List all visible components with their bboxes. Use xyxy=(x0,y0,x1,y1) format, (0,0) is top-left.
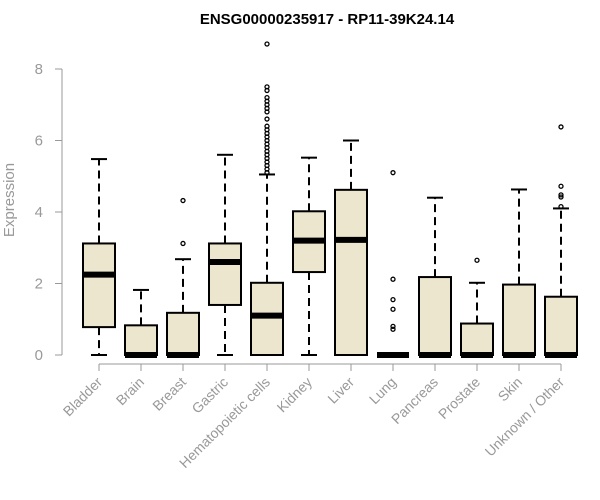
x-tick-label: Lung xyxy=(366,374,399,407)
outlier-point xyxy=(264,116,270,122)
box-group xyxy=(208,153,242,356)
box-iqr xyxy=(334,188,368,356)
box-iqr xyxy=(208,242,242,306)
box-group xyxy=(250,41,284,356)
outlier-point xyxy=(390,276,396,282)
box-group xyxy=(544,124,578,358)
outlier-point xyxy=(558,183,564,189)
x-tick-label: Kidney xyxy=(274,374,316,416)
y-axis: 0 2 4 6 8 xyxy=(35,61,63,364)
chart-title: ENSG00000235917 - RP11-39K24.14 xyxy=(200,11,455,28)
outlier-point xyxy=(264,84,270,90)
outlier-point xyxy=(390,326,396,332)
x-tick-label: Brain xyxy=(113,374,147,408)
box-iqr xyxy=(166,311,200,357)
box-group xyxy=(418,196,452,358)
outlier-point xyxy=(180,197,186,204)
box-iqr xyxy=(460,322,494,357)
box-iqr xyxy=(82,242,116,329)
box-group xyxy=(292,156,326,356)
box-group xyxy=(460,257,494,358)
box-group xyxy=(124,288,158,358)
outlier-point xyxy=(264,41,270,47)
outlier-point xyxy=(390,296,396,303)
box-iqr xyxy=(502,283,536,357)
box-group xyxy=(377,170,409,358)
x-tick-label: Pancreas xyxy=(388,374,441,427)
outlier-point xyxy=(558,124,564,130)
y-tick-label: 0 xyxy=(35,347,43,364)
outlier-point xyxy=(390,170,396,176)
outlier-point xyxy=(558,203,564,210)
outlier-point xyxy=(558,194,564,200)
y-axis-label: Expression xyxy=(1,163,18,237)
box-group xyxy=(334,139,368,356)
y-tick-label: 4 xyxy=(35,204,43,221)
outlier-point xyxy=(474,257,480,263)
box-group xyxy=(82,158,116,356)
box-group xyxy=(166,197,200,358)
box-iqr xyxy=(124,324,158,357)
y-tick-label: 2 xyxy=(35,276,43,293)
x-tick-label: Unknown / Other xyxy=(482,374,568,460)
x-tick-label: Breast xyxy=(149,374,189,414)
outlier-point xyxy=(390,323,396,330)
x-tick-label: Bladder xyxy=(60,374,106,420)
box-group xyxy=(502,188,536,358)
x-tick-label: Prostate xyxy=(435,374,483,422)
box-iqr xyxy=(544,295,578,357)
outlier-point xyxy=(390,306,396,312)
y-tick-label: 8 xyxy=(35,61,43,78)
boxes-layer xyxy=(82,41,578,358)
box-iqr xyxy=(418,276,452,356)
x-tick-label: Skin xyxy=(495,374,526,405)
outlier-point xyxy=(264,94,270,101)
outlier-point xyxy=(558,192,564,198)
x-tick-label: Liver xyxy=(324,374,357,407)
outlier-point xyxy=(180,240,186,247)
box-iqr xyxy=(250,281,284,356)
outlier-point xyxy=(264,123,270,129)
y-tick-label: 6 xyxy=(35,133,43,150)
